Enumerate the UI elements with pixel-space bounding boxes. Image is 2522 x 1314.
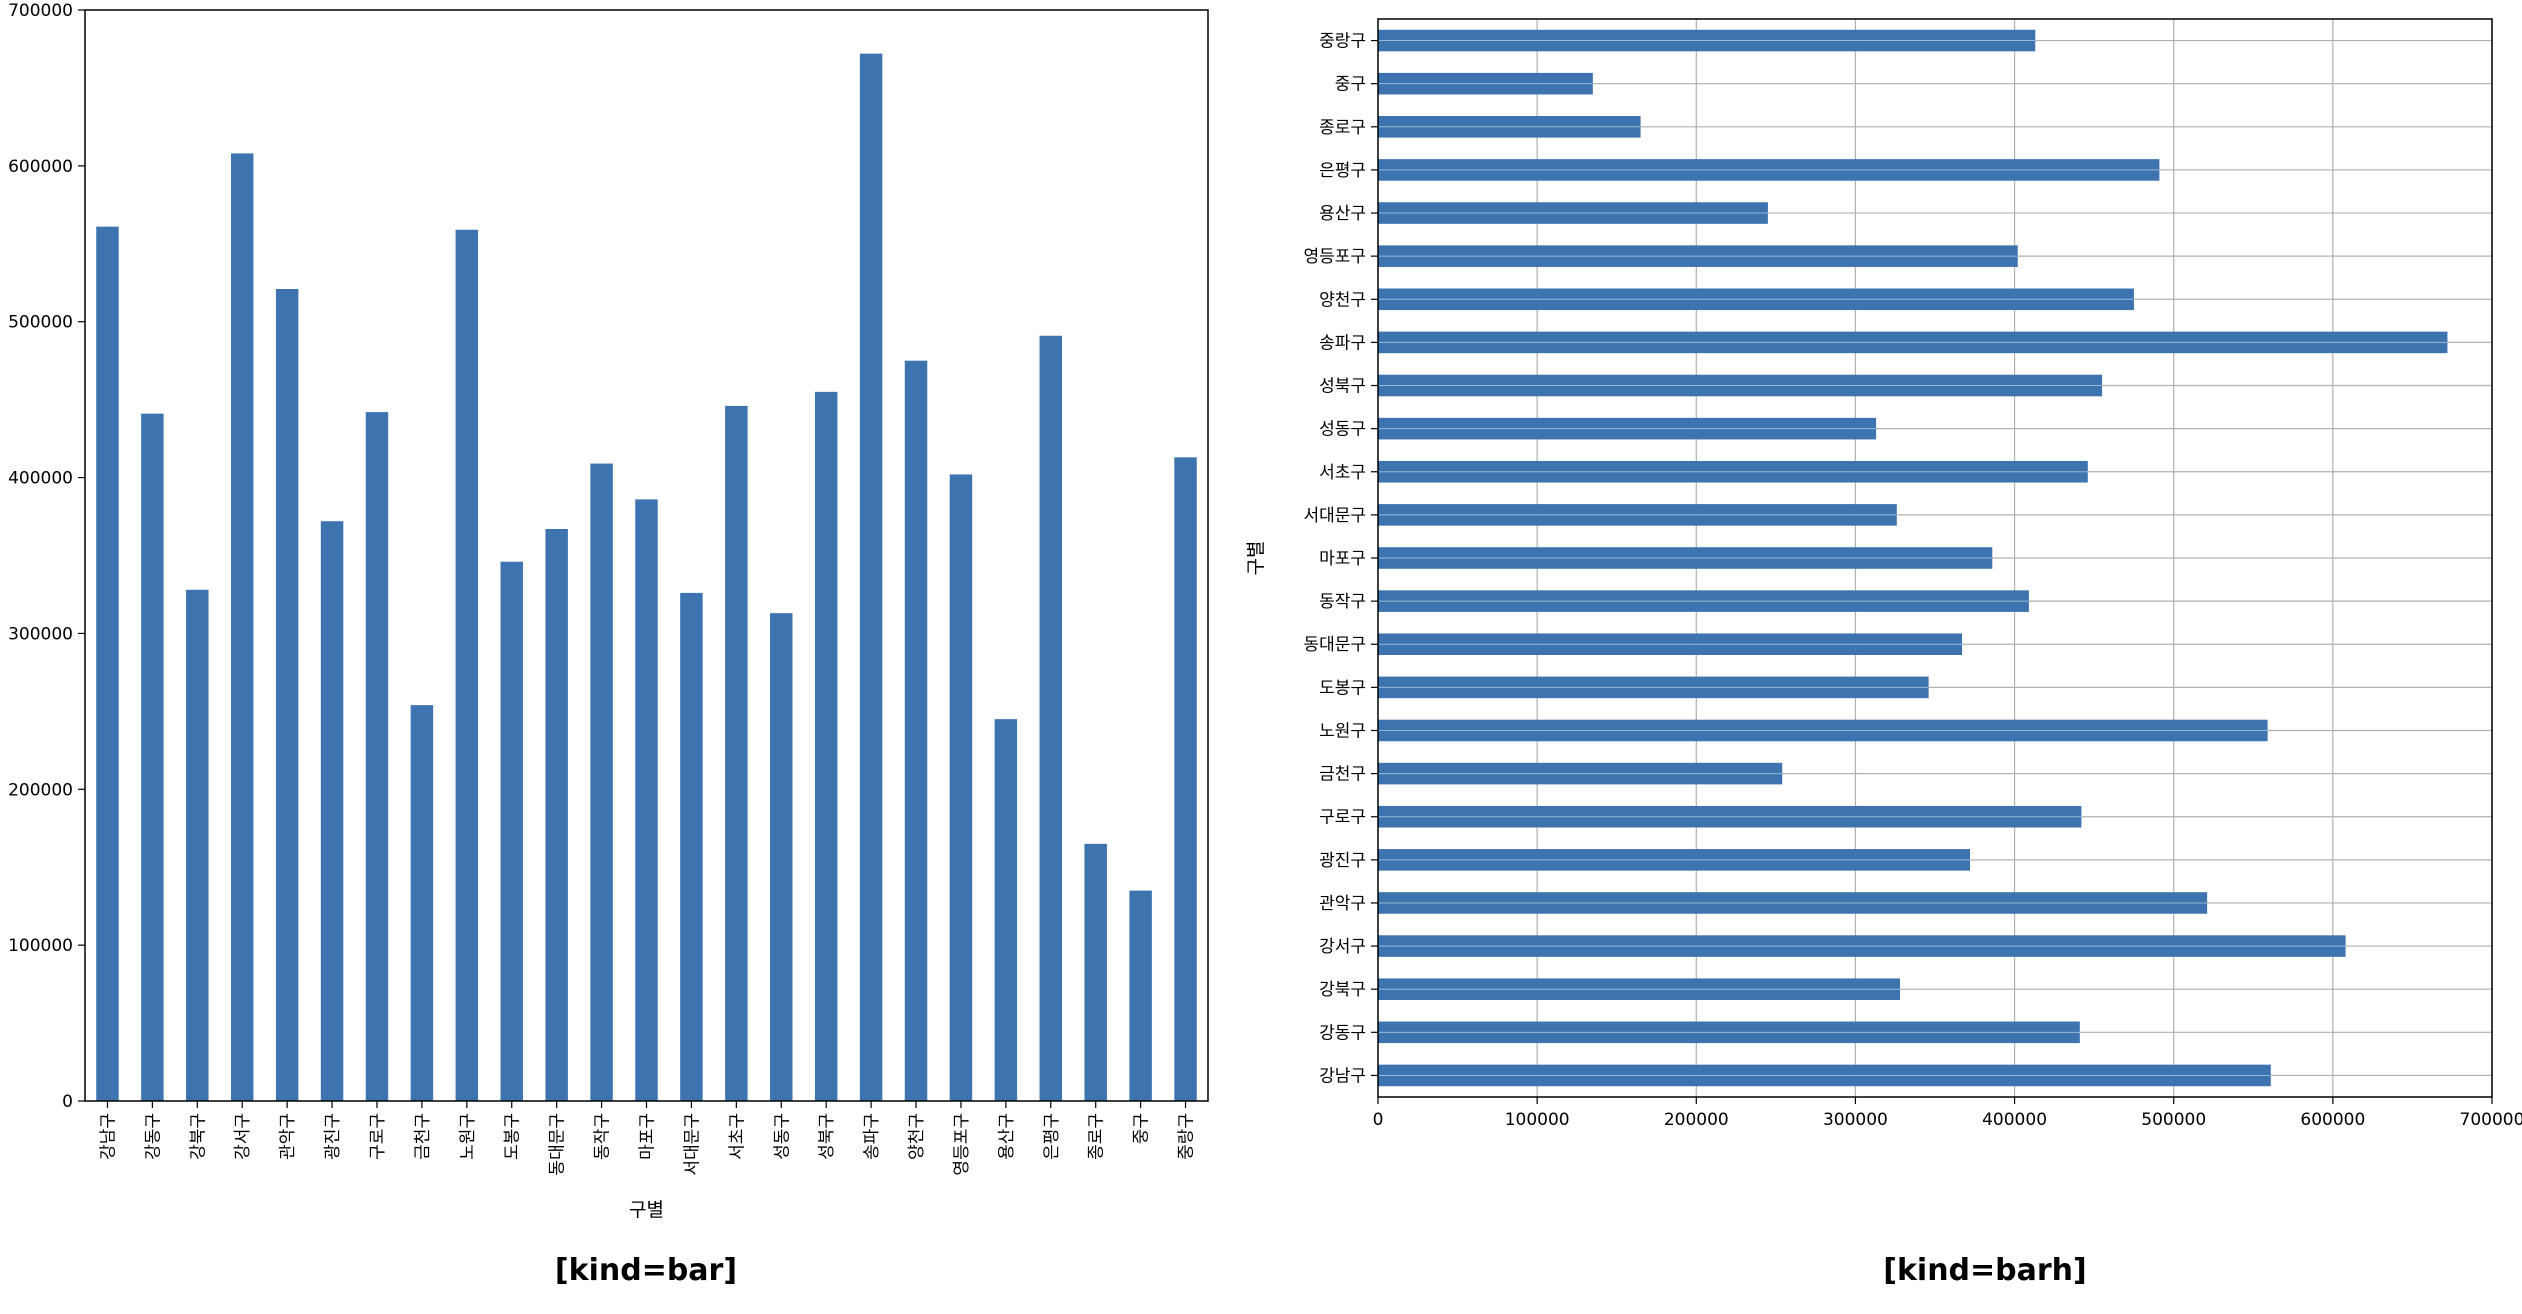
bar-서대문구 <box>680 592 703 1101</box>
bar-광진구 <box>320 521 344 1101</box>
x-tick-label: 400000 <box>1982 1110 2047 1130</box>
y-tick-label: 금천구 <box>1319 765 1366 785</box>
y-tick-label: 영등포구 <box>1303 247 1366 267</box>
x-tick-label: 100000 <box>1505 1110 1570 1130</box>
y-tick-label: 은평구 <box>1319 161 1366 181</box>
y-tick-label: 500000 <box>8 313 73 333</box>
x-tick-label: 0 <box>1373 1110 1384 1130</box>
x-tick-label: 송파구 <box>862 1113 882 1160</box>
x-tick-label: 강서구 <box>233 1113 253 1160</box>
y-tick-label: 도봉구 <box>1319 678 1366 698</box>
y-tick-label: 성동구 <box>1319 420 1366 440</box>
y-tick-label: 300000 <box>8 624 73 644</box>
bar-금천구 <box>410 705 434 1101</box>
x-tick-label: 종로구 <box>1087 1113 1107 1160</box>
x-tick-label: 은평구 <box>1042 1113 1062 1160</box>
y-tick-label: 동작구 <box>1319 592 1366 612</box>
bar-강서구 <box>230 153 254 1102</box>
x-tick-label: 서대문구 <box>682 1113 702 1176</box>
bar-성북구 <box>814 391 838 1102</box>
bar-관악구 <box>275 288 299 1102</box>
y-tick-label: 광진구 <box>1319 851 1366 871</box>
bar-구로구 <box>365 412 389 1101</box>
y-tick-label: 용산구 <box>1319 204 1366 224</box>
x-tick-label: 서초구 <box>727 1113 747 1160</box>
y-tick-label: 관악구 <box>1319 894 1366 914</box>
y-tick-label: 강북구 <box>1319 980 1366 1000</box>
y-tick-label: 성북구 <box>1319 377 1366 397</box>
right-chart-caption: [kind=barh] <box>1883 1253 2087 1288</box>
bar-중구 <box>1129 890 1152 1101</box>
bar-강동구 <box>141 413 164 1101</box>
x-tick-label: 도봉구 <box>503 1113 523 1160</box>
y-tick-label: 중구 <box>1335 75 1366 95</box>
x-axis-label: 구별 <box>629 1199 664 1221</box>
x-tick-label: 금천구 <box>413 1113 433 1160</box>
y-tick-label: 중랑구 <box>1319 32 1366 52</box>
x-tick-label: 동작구 <box>593 1113 613 1160</box>
y-tick-label: 100000 <box>8 936 73 956</box>
x-tick-label: 600000 <box>2300 1110 2365 1130</box>
bar-양천구 <box>904 360 928 1101</box>
y-axis-label: 구별 <box>1245 541 1267 576</box>
bar-동작구 <box>590 463 613 1101</box>
x-tick-label: 중랑구 <box>1177 1113 1197 1160</box>
x-tick-label: 양천구 <box>907 1113 927 1160</box>
bar-강남구 <box>96 226 119 1102</box>
bar-서초구 <box>725 405 748 1101</box>
bar-은평구 <box>1039 335 1063 1101</box>
y-tick-label: 마포구 <box>1319 549 1366 569</box>
y-tick-label: 동대문구 <box>1303 635 1366 655</box>
x-tick-label: 200000 <box>1664 1110 1729 1130</box>
bar-종로구 <box>1084 843 1107 1101</box>
bar-동대문구 <box>545 529 568 1101</box>
y-tick-label: 400000 <box>8 469 73 489</box>
y-tick-label: 600000 <box>8 157 73 177</box>
bar-송파구 <box>859 53 883 1101</box>
bar-마포구 <box>635 499 658 1101</box>
y-tick-label: 200000 <box>8 780 73 800</box>
x-tick-label: 광진구 <box>323 1113 343 1160</box>
y-tick-label: 송파구 <box>1319 333 1366 353</box>
y-tick-label: 서초구 <box>1319 463 1366 483</box>
x-tick-label: 구로구 <box>368 1113 388 1160</box>
horizontal-bar-chart: 0 100000 200000 300000 400000 500000 600000 700… <box>1245 18 2522 1130</box>
vertical-bar-chart: 0 100000 200000 300000 400000 500000 600000 700… <box>8 1 1209 1221</box>
x-tick-label: 성북구 <box>817 1113 837 1160</box>
y-tick-label: 노원구 <box>1319 721 1366 741</box>
bar-성동구 <box>770 613 793 1101</box>
bar-노원구 <box>455 229 479 1102</box>
x-tick-label: 중구 <box>1132 1113 1152 1144</box>
y-tick-label: 강동구 <box>1319 1023 1366 1043</box>
bar-중랑구 <box>1174 457 1197 1101</box>
x-tick-label: 용산구 <box>997 1113 1017 1160</box>
y-tick-label: 강서구 <box>1319 937 1366 957</box>
left-chart-caption: [kind=bar] <box>555 1253 737 1288</box>
y-tick-label: 구로구 <box>1319 808 1366 828</box>
x-tick-label: 500000 <box>2141 1110 2206 1130</box>
x-tick-label: 마포구 <box>638 1113 658 1160</box>
y-tick-label: 0 <box>62 1092 73 1112</box>
x-tick-label: 300000 <box>1823 1110 1888 1130</box>
y-tick-label: 종로구 <box>1319 118 1366 138</box>
bar-강북구 <box>186 589 209 1101</box>
x-tick-label: 관악구 <box>278 1113 298 1160</box>
bar-용산구 <box>994 719 1018 1101</box>
y-tick-label: 강남구 <box>1319 1066 1366 1086</box>
x-tick-label: 노원구 <box>458 1113 478 1160</box>
x-tick-label: 강남구 <box>98 1113 118 1160</box>
x-tick-label: 강북구 <box>188 1113 208 1160</box>
bar-영등포구 <box>949 474 973 1101</box>
x-tick-label: 성동구 <box>772 1113 792 1160</box>
x-tick-label: 영등포구 <box>952 1113 972 1176</box>
y-tick-label: 양천구 <box>1319 290 1366 310</box>
x-tick-label: 700000 <box>2460 1110 2522 1130</box>
y-tick-label: 서대문구 <box>1303 506 1366 526</box>
y-tick-label: 700000 <box>8 1 73 21</box>
x-tick-label: 동대문구 <box>548 1113 568 1176</box>
bar-도봉구 <box>500 561 523 1101</box>
x-tick-label: 강동구 <box>143 1113 163 1160</box>
